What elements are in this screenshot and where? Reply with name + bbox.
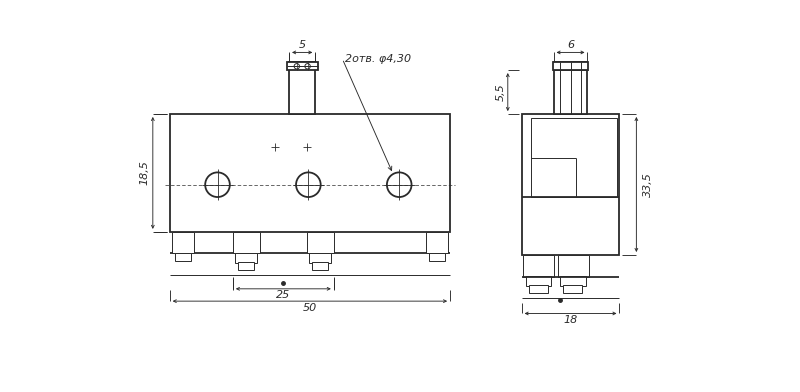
Bar [430,252,445,261]
Bar [426,232,448,253]
Bar [529,285,548,294]
Text: 5,5: 5,5 [495,83,506,101]
Bar [553,62,588,70]
Text: 5: 5 [298,40,306,50]
Bar [526,276,551,286]
Bar [522,114,619,255]
Text: 18: 18 [563,315,578,325]
Bar [558,255,589,276]
Bar [554,62,587,114]
Bar [238,262,254,270]
Text: 6: 6 [567,40,574,50]
Text: 2отв. φ4,30: 2отв. φ4,30 [345,54,410,64]
Bar [235,252,257,263]
Text: 33,5: 33,5 [642,172,653,197]
Bar [172,232,194,253]
Bar [175,252,190,261]
Text: 18,5: 18,5 [140,160,150,185]
Bar [307,232,334,253]
Bar [312,262,328,270]
Bar [289,62,315,114]
Bar [560,276,586,286]
Bar [523,255,554,276]
Bar [233,232,260,253]
Text: 50: 50 [302,303,317,313]
Bar [309,252,330,263]
Text: 25: 25 [276,290,290,300]
Bar [563,285,582,294]
Bar [531,118,617,197]
Bar [170,114,450,232]
Bar [287,62,318,70]
